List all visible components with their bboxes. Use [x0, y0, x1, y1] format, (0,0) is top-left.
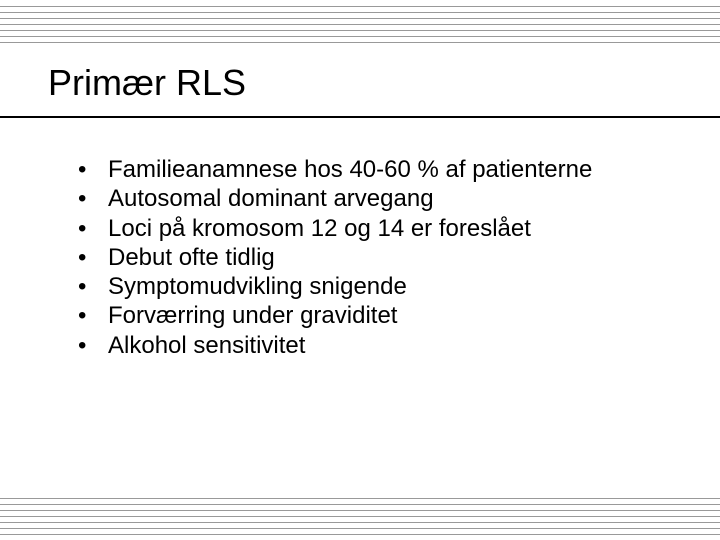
- decor-line-bottom: [0, 534, 720, 535]
- decor-line-top: [0, 6, 720, 7]
- decor-line-top: [0, 36, 720, 37]
- list-item: Loci på kromosom 12 og 14 er foreslået: [72, 214, 672, 243]
- slide-title: Primær RLS: [48, 62, 246, 104]
- decor-line-bottom: [0, 516, 720, 517]
- list-item: Symptomudvikling snigende: [72, 272, 672, 301]
- bullet-list: Familieanamnese hos 40-60 % af patienter…: [72, 155, 672, 360]
- list-item: Forværring under graviditet: [72, 301, 672, 330]
- decor-line-top: [0, 30, 720, 31]
- decor-line-top: [0, 12, 720, 13]
- list-item: Debut ofte tidlig: [72, 243, 672, 272]
- decor-line-top: [0, 18, 720, 19]
- decor-line-bottom: [0, 504, 720, 505]
- slide: Primær RLS Familieanamnese hos 40-60 % a…: [0, 0, 720, 540]
- decor-line-bottom: [0, 498, 720, 499]
- list-item: Autosomal dominant arvegang: [72, 184, 672, 213]
- list-item: Familieanamnese hos 40-60 % af patienter…: [72, 155, 672, 184]
- decor-line-top: [0, 24, 720, 25]
- title-underline: [0, 116, 720, 118]
- decor-line-bottom: [0, 528, 720, 529]
- decor-line-bottom: [0, 510, 720, 511]
- decor-line-bottom: [0, 522, 720, 523]
- list-item: Alkohol sensitivitet: [72, 331, 672, 360]
- decor-line-top: [0, 42, 720, 43]
